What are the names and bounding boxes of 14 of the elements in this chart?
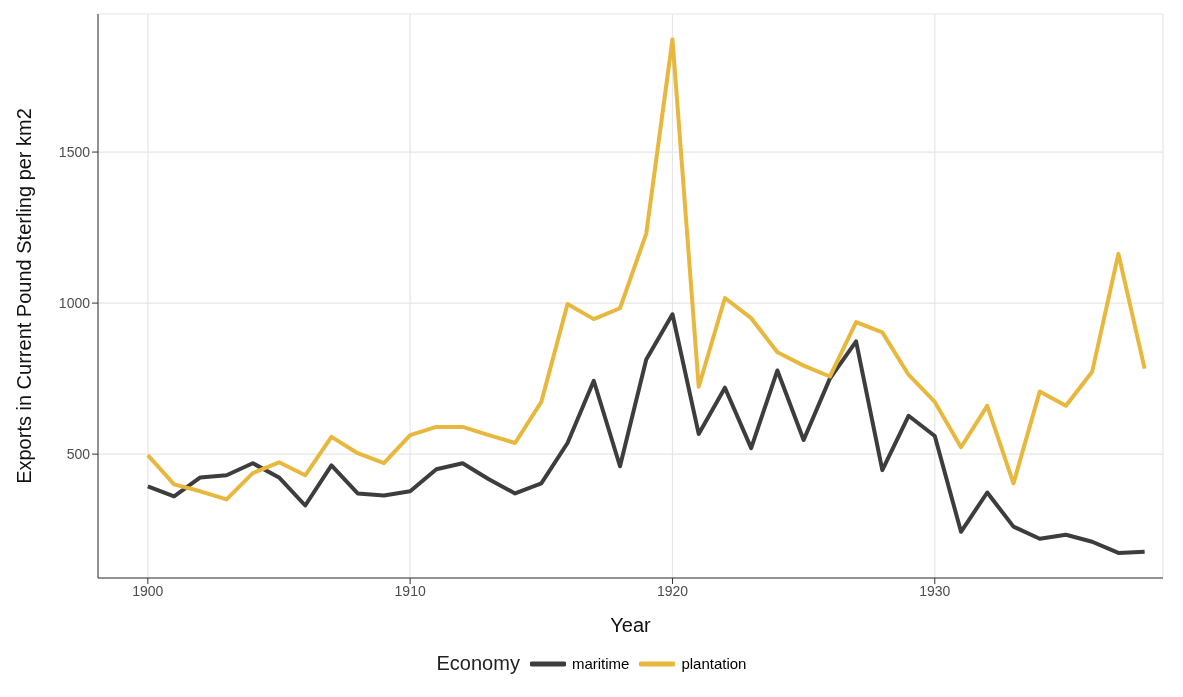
line-series xyxy=(145,312,1147,555)
line-series xyxy=(145,37,1147,502)
x-tick-label: 1920 xyxy=(656,582,689,599)
y-tick-label: 1500 xyxy=(58,144,91,161)
y-tick-label: 500 xyxy=(66,446,91,463)
y-tick-label: 1000 xyxy=(58,295,91,312)
x-tick-label: 1930 xyxy=(919,582,951,599)
y-axis-title: Exports in Current Pound Sterling per km2 xyxy=(13,108,36,484)
legend-label: maritime xyxy=(570,655,630,672)
legend-label: plantation xyxy=(680,655,747,672)
x-axis-title: Year xyxy=(610,614,652,636)
x-tick-label: 1900 xyxy=(132,582,164,599)
x-tick-label: 1910 xyxy=(394,582,426,599)
legend-title: Economy xyxy=(436,652,520,675)
